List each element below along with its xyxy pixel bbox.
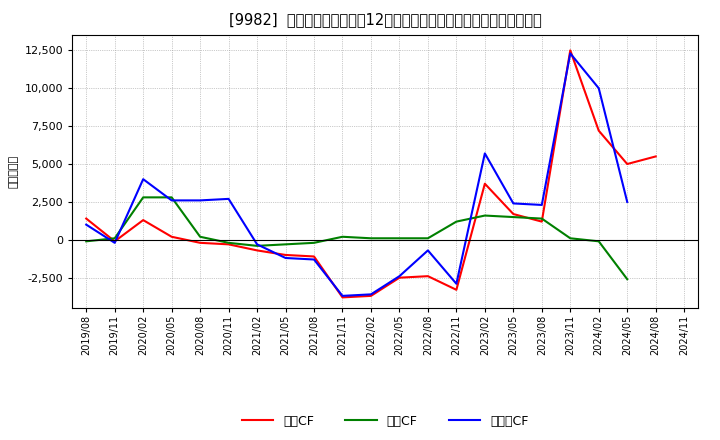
フリーCF [310,257,318,262]
フリーCF [82,222,91,227]
営業CF [139,217,148,223]
営業CF [423,274,432,279]
フリーCF [452,281,461,286]
営業CF [338,295,347,300]
フリーCF [282,255,290,260]
投資CF [282,242,290,247]
投資CF [82,238,91,244]
営業CF [452,287,461,293]
投資CF [509,214,518,220]
投資CF [253,243,261,249]
Line: 投資CF: 投資CF [86,198,627,279]
投資CF [623,277,631,282]
Line: フリーCF: フリーCF [86,53,627,296]
フリーCF [566,51,575,56]
投資CF [110,236,119,241]
フリーCF [110,240,119,246]
Legend: 営業CF, 投資CF, フリーCF: 営業CF, 投資CF, フリーCF [237,410,534,433]
投資CF [310,240,318,246]
Title: [9982]  キャッシュフローの12か月移動合計の対前年同期増減額の推移: [9982] キャッシュフローの12か月移動合計の対前年同期増減額の推移 [229,12,541,27]
営業CF [225,242,233,247]
フリーCF [167,198,176,203]
投資CF [595,238,603,244]
投資CF [452,219,461,224]
営業CF [82,216,91,221]
営業CF [537,219,546,224]
フリーCF [253,242,261,247]
フリーCF [366,292,375,297]
フリーCF [423,248,432,253]
営業CF [253,248,261,253]
営業CF [480,181,489,187]
投資CF [423,236,432,241]
フリーCF [196,198,204,203]
投資CF [366,236,375,241]
営業CF [310,254,318,259]
フリーCF [338,293,347,298]
Line: 営業CF: 営業CF [86,50,656,297]
営業CF [509,211,518,216]
営業CF [282,252,290,257]
Y-axis label: （百万円）: （百万円） [9,155,19,188]
営業CF [623,161,631,167]
フリーCF [623,199,631,205]
営業CF [652,154,660,159]
フリーCF [595,86,603,91]
フリーCF [225,196,233,202]
営業CF [196,240,204,246]
営業CF [595,128,603,133]
フリーCF [509,201,518,206]
投資CF [167,195,176,200]
営業CF [366,293,375,298]
投資CF [225,240,233,246]
投資CF [139,195,148,200]
投資CF [395,236,404,241]
営業CF [110,238,119,244]
営業CF [395,275,404,280]
フリーCF [537,202,546,208]
投資CF [196,234,204,239]
フリーCF [139,176,148,182]
投資CF [480,213,489,218]
営業CF [566,48,575,53]
投資CF [338,234,347,239]
投資CF [537,216,546,221]
営業CF [167,234,176,239]
投資CF [566,236,575,241]
フリーCF [395,274,404,279]
フリーCF [480,151,489,156]
